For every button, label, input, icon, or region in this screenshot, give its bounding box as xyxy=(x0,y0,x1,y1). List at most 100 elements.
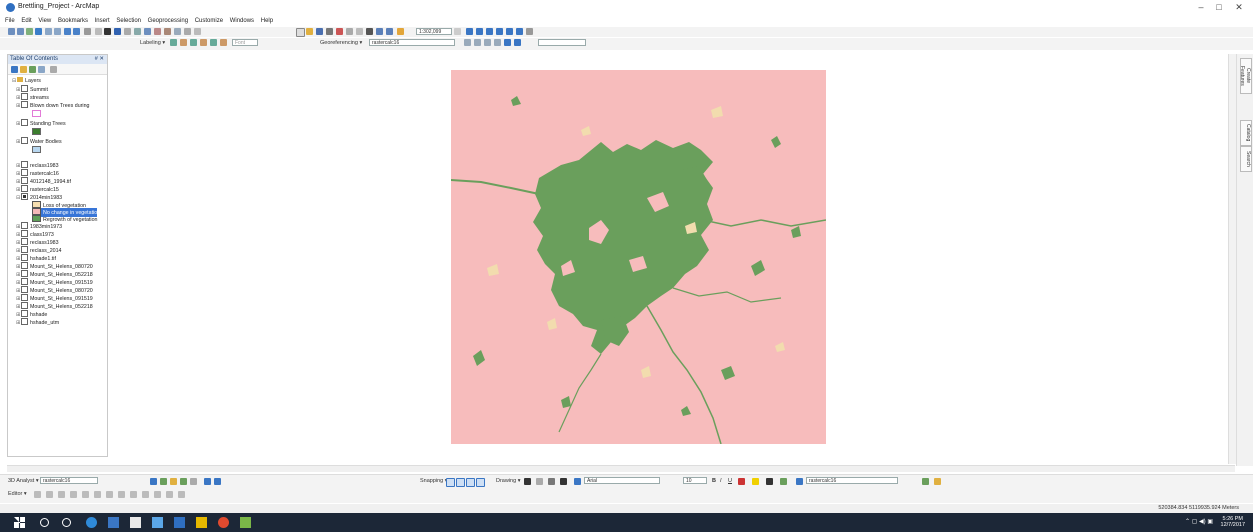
toc-layer-rastercalc16[interactable]: ⊞ rastercalc16 xyxy=(16,169,59,178)
undo-icon[interactable] xyxy=(376,28,383,35)
toc-layer-rastercalc15[interactable]: ⊞ rastercalc15 xyxy=(16,185,59,194)
expand-icon[interactable]: ⊞ xyxy=(16,240,21,246)
expand-icon[interactable]: ⊞ xyxy=(16,232,21,238)
layer-visibility-checkbox[interactable] xyxy=(21,230,28,237)
file-explorer-icon[interactable] xyxy=(196,517,207,528)
expand-icon[interactable]: ⊞ xyxy=(16,121,21,127)
layer-visibility-checkbox[interactable] xyxy=(21,193,28,200)
layer-visibility-checkbox[interactable] xyxy=(21,278,28,285)
toc-layer-1983min1973[interactable]: ⊞ 1983min1973 xyxy=(16,222,62,231)
menu-view[interactable]: View xyxy=(38,18,52,24)
layer-symbol-swatch[interactable] xyxy=(32,146,41,153)
redo-icon[interactable] xyxy=(386,28,393,35)
georef-shift-icon[interactable] xyxy=(474,39,481,46)
edit-tool-icon[interactable] xyxy=(34,491,41,498)
menu-edit[interactable]: Edit xyxy=(21,18,32,24)
map-display[interactable] xyxy=(450,70,827,445)
toc-layer-blown-down-trees-during[interactable]: ⊞ Blown down Trees during xyxy=(16,101,89,110)
trace-icon[interactable] xyxy=(70,491,77,498)
toc-layer-mount-st-helens-052218[interactable]: ⊞ Mount_St_Helens_052218 xyxy=(16,302,93,311)
toc-layer-mount-st-helens-091519[interactable]: ⊞ Mount_St_Helens_091519 xyxy=(16,294,93,303)
hyperlink-icon[interactable] xyxy=(144,28,151,35)
label-weight-icon[interactable] xyxy=(190,39,197,46)
find-icon[interactable] xyxy=(124,28,131,35)
swipe-icon[interactable] xyxy=(934,478,941,485)
list-by-drawing-order-icon[interactable] xyxy=(11,66,18,73)
bold-button[interactable]: B xyxy=(712,478,716,484)
label-font-input[interactable]: Font xyxy=(232,39,258,46)
copy-icon[interactable] xyxy=(346,28,353,35)
image-analysis-icon[interactable] xyxy=(922,478,929,485)
layer-visibility-checkbox[interactable] xyxy=(21,270,28,277)
layer-visibility-checkbox[interactable] xyxy=(21,286,28,293)
cut-icon[interactable] xyxy=(336,28,343,35)
catalog-window-icon[interactable] xyxy=(486,28,493,35)
toc-layer-summit[interactable]: ⊞ Summit xyxy=(16,85,48,94)
expand-icon[interactable]: ⊞ xyxy=(16,320,21,326)
toc-layer-streams[interactable]: ⊞ streams xyxy=(16,93,49,102)
attributes-icon[interactable] xyxy=(154,491,161,498)
menu-file[interactable]: File xyxy=(5,18,15,24)
scale-dropdown-icon[interactable] xyxy=(454,28,461,35)
pan-icon[interactable] xyxy=(26,28,33,35)
chrome-icon[interactable] xyxy=(218,517,229,528)
create-features-tab[interactable]: Create Features xyxy=(1239,58,1252,94)
profile-graph-icon[interactable] xyxy=(190,478,197,485)
edge-snapping-icon[interactable] xyxy=(476,478,485,487)
layer-visibility-checkbox[interactable] xyxy=(21,85,28,92)
system-tray-icons[interactable]: ⌃ ▢ ◀) ▣ xyxy=(1185,519,1213,525)
word-icon[interactable] xyxy=(174,517,185,528)
taskbar-clock[interactable]: 5:26 PM 12/7/2017 xyxy=(1221,516,1245,528)
clear-selection-icon[interactable] xyxy=(95,28,102,35)
toc-layer-mount-st-helens-080720[interactable]: ⊞ Mount_St_Helens_080720 xyxy=(16,262,93,271)
expand-icon[interactable]: ⊞ xyxy=(16,248,21,254)
expand-icon[interactable]: ⊞ xyxy=(16,139,21,145)
rotate-icon[interactable] xyxy=(536,478,543,485)
expand-icon[interactable]: ⊞ xyxy=(16,179,21,185)
expand-icon[interactable]: ⊞ xyxy=(16,95,21,101)
select-features-icon[interactable] xyxy=(84,28,91,35)
vertex-snapping-icon[interactable] xyxy=(466,478,475,487)
add-data-icon[interactable] xyxy=(397,28,404,35)
viewer-icon[interactable] xyxy=(184,28,191,35)
toc-options-icon[interactable] xyxy=(50,66,57,73)
layer-visibility-checkbox[interactable] xyxy=(21,222,28,229)
minimize-button[interactable]: – xyxy=(1198,2,1204,12)
toc-pin-close[interactable]: # ✕ xyxy=(94,56,104,62)
layer-visibility-checkbox[interactable] xyxy=(21,318,28,325)
catalog-tab[interactable]: Catalog xyxy=(1240,120,1252,146)
georef-scale-icon[interactable] xyxy=(484,39,491,46)
label-manager-icon[interactable] xyxy=(170,39,177,46)
open-icon[interactable] xyxy=(306,28,313,35)
layer-visibility-checkbox[interactable] xyxy=(21,238,28,245)
measure-icon[interactable] xyxy=(134,28,141,35)
select-elements-draw-icon[interactable] xyxy=(524,478,531,485)
toc-layer-2014min1983[interactable]: ⊟ 2014min1983 xyxy=(16,193,62,202)
line-color-icon[interactable] xyxy=(766,478,773,485)
end-snapping-icon[interactable] xyxy=(456,478,465,487)
full-extent-icon[interactable] xyxy=(35,28,42,35)
pin-app-icon[interactable] xyxy=(240,517,251,528)
new-map-icon[interactable] xyxy=(296,28,305,37)
list-by-source-icon[interactable] xyxy=(20,66,27,73)
layer-visibility-checkbox[interactable] xyxy=(21,185,28,192)
point-snapping-icon[interactable] xyxy=(446,478,455,487)
layer-visibility-checkbox[interactable] xyxy=(21,93,28,100)
expand-icon[interactable]: ⊞ xyxy=(16,171,21,177)
arcmap-taskbar-icon[interactable] xyxy=(152,517,163,528)
identify-icon[interactable] xyxy=(114,28,121,35)
layer-visibility-checkbox[interactable] xyxy=(21,254,28,261)
expand-icon[interactable]: ⊞ xyxy=(16,264,21,270)
layer-visibility-checkbox[interactable] xyxy=(21,177,28,184)
cortana-icon[interactable] xyxy=(62,518,71,527)
print-icon[interactable] xyxy=(326,28,333,35)
back-icon[interactable] xyxy=(64,28,71,35)
toc-layer-hshade1-tif[interactable]: ⊞ hshade1.tif xyxy=(16,254,56,263)
drawing-menu[interactable]: Drawing ▾ xyxy=(496,478,521,484)
windows-start-icon[interactable] xyxy=(14,517,25,528)
zoom-in-icon[interactable] xyxy=(8,28,15,35)
reshape-icon[interactable] xyxy=(106,491,113,498)
toc-layer-class1973[interactable]: ⊞ class1973 xyxy=(16,230,54,239)
georef-rotate-icon[interactable] xyxy=(464,39,471,46)
drawing-layer-select[interactable]: rastercalc16 xyxy=(806,477,898,484)
